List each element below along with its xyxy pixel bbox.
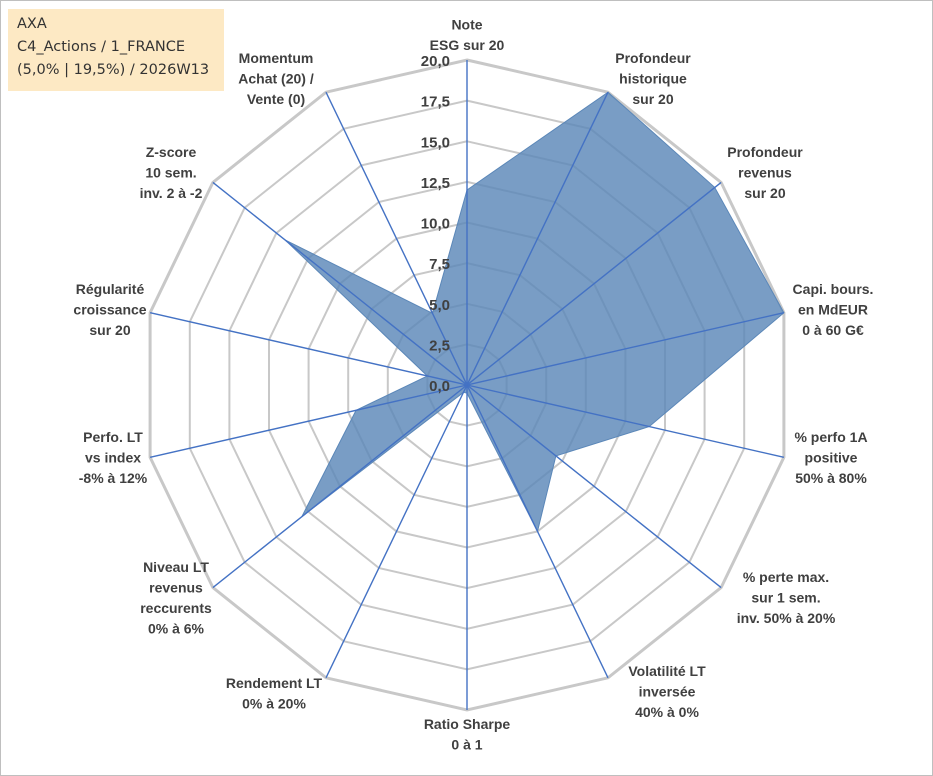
info-box: AXA C4_Actions / 1_FRANCE (5,0% | 19,5%)…: [8, 9, 224, 91]
axis-label-10: Perfo. LT vs index -8% à 12%: [79, 429, 148, 486]
axis-label-3: Capi. bours. en MdEUR 0 à 60 G€: [793, 281, 874, 338]
axis-label-line: inv. 50% à 20%: [737, 610, 836, 626]
spoke-3: [466, 312, 785, 386]
axis-label-line: Niveau LT: [143, 559, 209, 575]
axis-label-line: 10 sem.: [145, 165, 196, 181]
axis-label-line: positive: [805, 450, 858, 466]
axis-label-line: sur 1 sem.: [751, 590, 820, 606]
axis-label-line: 40% à 0%: [635, 704, 699, 720]
axis-label-line: -8% à 12%: [79, 470, 148, 486]
tick-label: 0,0: [429, 378, 450, 395]
axis-label-line: revenus: [738, 165, 792, 181]
axis-label-13: Momentum Achat (20) / Vente (0): [238, 50, 314, 107]
spoke-8: [325, 384, 468, 679]
axis-label-line: Achat (20) /: [238, 71, 314, 87]
axis-label-line: 0 à 60 G€: [802, 322, 864, 338]
axis-label-9: Niveau LT revenus reccurents 0% à 6%: [140, 559, 212, 637]
axis-label-0: Note ESG sur 20: [430, 17, 505, 54]
series-area-0: [284, 91, 785, 533]
axis-label-4: % perfo 1A positive 50% à 80%: [794, 429, 867, 486]
axis-label-line: Vente (0): [247, 91, 305, 107]
tick-label: 15,0: [421, 134, 450, 151]
axis-label-2: Profondeur revenus sur 20: [727, 144, 803, 201]
spoke-11: [149, 312, 468, 386]
axis-label-6: Volatilité LT inversée 40% à 0%: [628, 663, 706, 720]
axis-label-line: 0% à 20%: [242, 696, 306, 712]
axis-label-line: reccurents: [140, 600, 212, 616]
spoke-10: [149, 384, 468, 458]
parameters-label: (5,0% | 19,5%) / 2026W13: [17, 62, 210, 78]
axis-label-line: 50% à 80%: [795, 470, 867, 486]
axis-label-line: croissance: [73, 302, 146, 318]
axis-label-line: en MdEUR: [798, 302, 868, 318]
portfolio-label: C4_Actions / 1_FRANCE: [17, 39, 186, 55]
axis-label-line: % perfo 1A: [794, 429, 867, 445]
tick-label: 5,0: [429, 297, 450, 314]
axis-label-line: Profondeur: [615, 50, 691, 66]
axis-label-line: inversée: [639, 684, 696, 700]
tick-label: 12,5: [421, 175, 450, 192]
axis-label-line: Volatilité LT: [628, 663, 706, 679]
axis-label-line: vs index: [85, 450, 141, 466]
axis-label-line: Momentum: [239, 50, 314, 66]
axis-label-7: Ratio Sharpe 0 à 1: [424, 716, 511, 753]
axis-label-line: inv. 2 à -2: [140, 185, 203, 201]
axis-label-line: historique: [619, 71, 687, 87]
spoke-13: [325, 91, 468, 386]
axis-label-line: Ratio Sharpe: [424, 716, 511, 732]
spoke-6: [466, 384, 609, 679]
tick-label: 20,0: [421, 53, 450, 70]
axis-label-line: sur 20: [89, 322, 130, 338]
axis-label-line: sur 20: [632, 91, 673, 107]
spoke-5: [466, 384, 722, 589]
axis-label-line: Profondeur: [727, 144, 803, 160]
axis-label-line: Note: [451, 17, 482, 33]
axis-label-line: revenus: [149, 580, 203, 596]
axis-label-line: Régularité: [76, 281, 145, 297]
axis-label-12: Z-score 10 sem. inv. 2 à -2: [140, 144, 203, 201]
stock-name: AXA: [17, 16, 47, 32]
axis-label-line: Rendement LT: [226, 675, 323, 691]
tick-label: 17,5: [421, 94, 450, 111]
axis-label-5: % perte max. sur 1 sem. inv. 50% à 20%: [737, 569, 836, 626]
spoke-1: [466, 91, 609, 386]
axis-label-line: ESG sur 20: [430, 37, 505, 53]
axis-label-line: sur 20: [744, 185, 785, 201]
axis-label-1: Profondeur historique sur 20: [615, 50, 691, 107]
spoke-4: [466, 384, 785, 458]
spoke-2: [466, 181, 722, 386]
tick-label: 7,5: [429, 256, 450, 273]
spoke-9: [212, 384, 468, 589]
axis-label-8: Rendement LT 0% à 20%: [226, 675, 323, 712]
tick-label: 10,0: [421, 216, 450, 233]
tick-label: 2,5: [429, 337, 450, 354]
axis-label-line: Capi. bours.: [793, 281, 874, 297]
spoke-12: [212, 181, 468, 386]
axis-label-line: Perfo. LT: [83, 429, 143, 445]
axis-label-11: Régularité croissance sur 20: [73, 281, 146, 338]
axis-label-line: 0 à 1: [451, 737, 482, 753]
axis-label-line: 0% à 6%: [148, 621, 205, 637]
axis-label-line: Z-score: [146, 144, 197, 160]
axis-label-line: % perte max.: [743, 569, 829, 585]
